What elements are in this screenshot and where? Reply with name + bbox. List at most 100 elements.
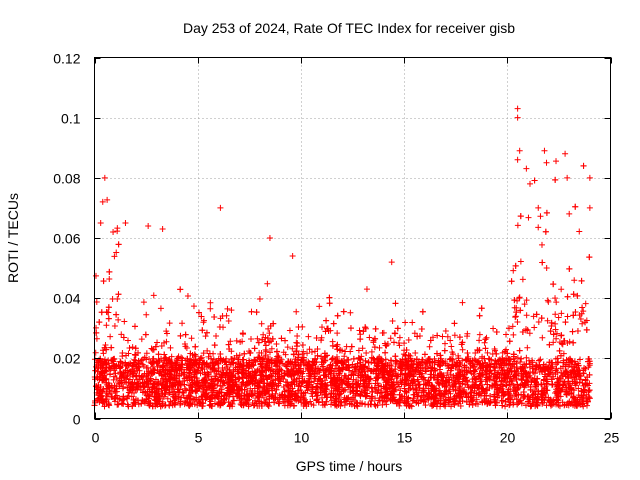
data-point xyxy=(535,224,542,231)
data-point xyxy=(444,370,451,377)
data-point xyxy=(543,264,550,271)
data-point xyxy=(290,365,297,372)
data-point xyxy=(184,360,191,367)
data-point xyxy=(537,356,544,363)
data-point xyxy=(568,373,575,380)
data-point xyxy=(545,298,552,305)
data-point xyxy=(564,313,571,320)
data-point xyxy=(120,396,127,403)
data-point xyxy=(422,381,429,388)
data-point xyxy=(256,295,263,302)
data-point xyxy=(207,305,214,312)
data-point xyxy=(235,392,242,399)
data-point xyxy=(514,381,521,388)
data-point xyxy=(420,394,427,401)
data-point xyxy=(392,358,399,365)
data-point xyxy=(138,357,145,364)
data-point xyxy=(538,315,545,322)
data-point xyxy=(167,344,174,351)
data-point xyxy=(496,385,503,392)
data-point xyxy=(112,370,119,377)
data-point xyxy=(499,397,506,404)
data-point xyxy=(143,350,150,357)
data-point xyxy=(412,349,419,356)
data-point xyxy=(406,403,413,410)
data-point xyxy=(117,369,124,376)
data-point xyxy=(220,379,227,386)
data-point xyxy=(294,333,301,340)
data-point xyxy=(257,378,264,385)
data-point xyxy=(402,399,409,406)
data-point xyxy=(492,381,499,388)
data-point xyxy=(558,286,565,293)
data-point xyxy=(346,365,353,372)
data-point xyxy=(286,327,293,334)
data-point xyxy=(333,365,340,372)
data-point xyxy=(134,367,141,374)
data-point xyxy=(95,360,102,367)
data-point xyxy=(120,400,127,407)
data-point xyxy=(113,311,120,318)
data-point xyxy=(312,389,319,396)
data-point xyxy=(218,389,225,396)
data-point xyxy=(151,393,158,400)
data-point xyxy=(188,387,195,394)
data-point xyxy=(192,343,199,350)
data-point xyxy=(155,351,162,358)
data-point xyxy=(523,354,530,361)
data-point xyxy=(506,381,513,388)
data-point xyxy=(558,332,565,339)
data-point xyxy=(552,176,559,183)
data-point xyxy=(150,292,157,299)
data-point xyxy=(106,268,113,275)
data-point xyxy=(476,337,483,344)
data-point xyxy=(562,369,569,376)
data-point xyxy=(329,355,336,362)
data-point xyxy=(393,400,400,407)
data-point xyxy=(246,393,253,400)
data-point xyxy=(530,313,537,320)
data-point xyxy=(367,375,374,382)
data-point xyxy=(198,313,205,320)
data-point xyxy=(490,364,497,371)
data-point xyxy=(310,359,317,366)
data-point xyxy=(463,390,470,397)
data-point xyxy=(104,385,111,392)
data-point xyxy=(430,371,437,378)
data-point xyxy=(533,381,540,388)
data-point xyxy=(139,380,146,387)
data-point xyxy=(448,343,455,350)
data-point xyxy=(524,344,531,351)
data-point xyxy=(398,381,405,388)
data-point xyxy=(365,359,372,366)
data-point xyxy=(265,403,272,410)
data-point xyxy=(344,381,351,388)
data-point xyxy=(414,393,421,400)
data-point xyxy=(250,375,257,382)
data-point xyxy=(375,360,382,367)
data-point xyxy=(197,370,204,377)
data-point xyxy=(200,389,207,396)
data-point xyxy=(368,401,375,408)
data-point xyxy=(265,354,272,361)
data-point xyxy=(558,310,565,317)
data-point xyxy=(105,401,112,408)
data-point xyxy=(236,352,243,359)
data-point xyxy=(175,372,182,379)
data-point xyxy=(368,348,375,355)
data-point xyxy=(439,373,446,380)
data-point xyxy=(527,403,534,410)
data-point xyxy=(546,359,553,366)
data-point xyxy=(495,389,502,396)
data-point xyxy=(397,395,404,402)
data-point xyxy=(404,361,411,368)
data-point xyxy=(217,357,224,364)
data-point xyxy=(521,301,528,308)
data-point xyxy=(138,336,145,343)
data-point xyxy=(120,370,127,377)
data-point xyxy=(472,400,479,407)
data-point xyxy=(118,400,125,407)
data-point xyxy=(254,382,261,389)
data-point xyxy=(226,393,233,400)
data-point xyxy=(442,360,449,367)
